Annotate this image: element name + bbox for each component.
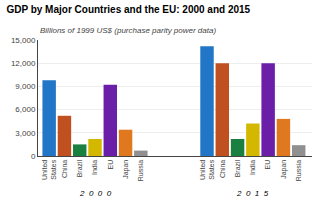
svg-text:2 0 1 5: 2 0 1 5 xyxy=(236,189,269,198)
svg-text:Brazil: Brazil xyxy=(76,159,83,177)
svg-text:India: India xyxy=(91,160,98,175)
svg-text:9,000: 9,000 xyxy=(15,82,36,91)
svg-text:EU: EU xyxy=(107,160,114,170)
svg-text:0: 0 xyxy=(31,152,36,161)
svg-text:India: India xyxy=(249,160,256,175)
svg-text:China: China xyxy=(61,160,68,178)
svg-text:Billions of 1999 US$ (purchase: Billions of 1999 US$ (purchase parity po… xyxy=(40,26,216,35)
svg-text:Russia: Russia xyxy=(295,160,302,182)
svg-text:Japan: Japan xyxy=(280,160,288,179)
svg-text:GDP by Major Countries and the: GDP by Major Countries and the EU: 2000 … xyxy=(6,4,250,15)
svg-text:Russia: Russia xyxy=(137,160,144,182)
svg-text:15,000: 15,000 xyxy=(11,36,36,45)
svg-text:Brazil: Brazil xyxy=(234,159,241,177)
svg-text:3,000: 3,000 xyxy=(15,129,36,138)
svg-text:UnitedStates: UnitedStates xyxy=(41,159,57,180)
svg-text:China: China xyxy=(219,160,226,178)
svg-text:Japan: Japan xyxy=(122,160,130,179)
svg-text:UnitedStates: UnitedStates xyxy=(199,159,215,180)
svg-text:2 0 0 0: 2 0 0 0 xyxy=(79,189,112,198)
svg-text:12,000: 12,000 xyxy=(11,59,36,68)
svg-text:6,000: 6,000 xyxy=(15,105,36,114)
svg-text:EU: EU xyxy=(264,160,271,170)
